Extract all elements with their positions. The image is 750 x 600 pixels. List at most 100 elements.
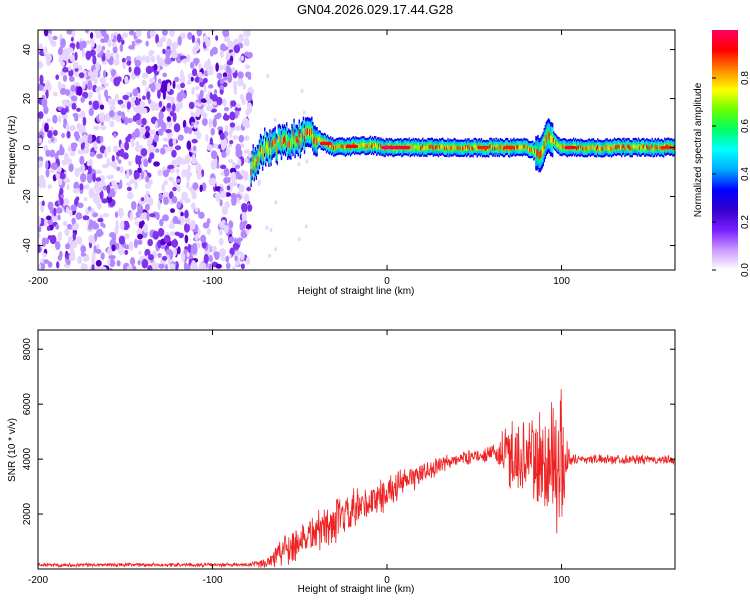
heatmap-ridge-cell <box>264 138 266 146</box>
heatmap-ridge-cell <box>579 146 581 151</box>
heatmap-noise-cell <box>67 223 72 230</box>
heatmap-noise-cell <box>208 263 212 270</box>
heatmap-noise-cell <box>192 145 197 152</box>
heatmap-noise-cell <box>172 103 176 112</box>
heatmap-ridge-cell <box>539 151 541 160</box>
heatmap-noise-cell <box>242 225 246 230</box>
heatmap-ridge-cell <box>491 145 493 149</box>
heatmap-noise-cell <box>38 84 44 91</box>
heatmap-noise-cell <box>52 91 58 97</box>
heatmap-noise-cell <box>269 227 273 232</box>
colorbar-bar <box>712 30 738 270</box>
heatmap-noise-cell <box>72 61 79 69</box>
heatmap-ridge-cell <box>581 145 583 150</box>
heatmap-ridge-cell <box>457 146 460 151</box>
heatmap-ridge-cell <box>272 139 274 147</box>
heatmap-noise-cell <box>116 76 122 83</box>
heatmap-noise-cell <box>181 169 187 178</box>
heatmap-noise-cell <box>216 96 223 106</box>
heatmap-noise-cell <box>168 191 174 200</box>
heatmap-noise-cell <box>45 160 49 170</box>
heatmap-ridge-cell <box>495 144 497 148</box>
heatmap-ridge-cell <box>546 133 549 141</box>
heatmap-noise-cell <box>189 61 195 69</box>
heatmap-noise-cell <box>116 224 120 229</box>
heatmap-noise-cell <box>108 254 116 260</box>
heatmap-ridge-cell <box>556 142 558 146</box>
heatmap-noise-cell <box>82 215 90 221</box>
heatmap-noise-cell <box>73 181 80 190</box>
heatmap-ridge-cell <box>320 139 322 144</box>
heatmap-noise-cell <box>246 38 250 47</box>
heatmap-noise-cell <box>198 211 205 219</box>
heatmap-noise-cell <box>244 64 251 70</box>
heatmap-noise-cell <box>192 182 199 191</box>
heatmap-noise-cell <box>171 239 179 248</box>
heatmap-ridge-cell <box>602 146 604 151</box>
heatmap-ridge-cell <box>576 146 578 151</box>
heatmap-noise-cell <box>127 160 132 166</box>
heatmap-ridge-cell <box>488 146 490 151</box>
heatmap-noise-cell <box>172 137 177 146</box>
heatmap-noise-cell <box>191 68 198 77</box>
heatmap-noise-cell <box>234 112 239 119</box>
heatmap-noise-cell <box>45 215 52 221</box>
heatmap-ridge-cell <box>313 137 315 144</box>
heatmap-noise-cell <box>110 32 114 40</box>
heatmap-noise-cell <box>145 65 153 75</box>
heatmap-noise-cell <box>225 262 231 270</box>
heatmap-noise-cell <box>135 211 141 218</box>
heatmap-noise-cell <box>57 214 61 221</box>
heatmap-ridge-cell <box>439 145 442 150</box>
heatmap-noise-cell <box>38 230 41 240</box>
heatmap-ridge-cell <box>650 146 652 151</box>
heatmap-noise-cell <box>109 174 114 180</box>
heatmap-noise-cell <box>157 227 164 237</box>
heatmap-noise-cell <box>65 259 71 266</box>
heatmap-noise-cell <box>74 167 80 178</box>
heatmap-noise-cell <box>137 260 141 266</box>
colorbar-label: Normalized spectral amplitude <box>693 82 704 217</box>
heatmap-ridge-cell <box>545 134 548 143</box>
heatmap-noise-cell <box>182 92 186 99</box>
heatmap-noise-cell <box>155 211 160 221</box>
heatmap-noise-cell <box>177 134 184 141</box>
heatmap-ridge-cell <box>323 139 326 144</box>
heatmap-ridge-cell <box>592 144 595 149</box>
heatmap-noise-cell <box>119 211 124 219</box>
heatmap-noise-cell <box>170 50 178 59</box>
heatmap-noise-cell <box>141 72 149 79</box>
heatmap-noise-cell <box>122 62 127 70</box>
heatmap-noise-cell <box>221 206 227 211</box>
heatmap-ridge-cell <box>476 147 478 151</box>
heatmap-noise-cell <box>124 249 129 255</box>
heatmap-ridge-cell <box>548 132 551 141</box>
heatmap-noise-cell <box>159 218 164 227</box>
heatmap-noise-cell <box>186 140 192 150</box>
heatmap-noise-cell <box>100 222 105 227</box>
heatmap-noise-cell <box>211 93 218 102</box>
heatmap-ridge-cell <box>309 129 311 136</box>
heatmap-ridge-cell <box>586 147 588 151</box>
heatmap-ridge-cell <box>653 146 655 151</box>
heatmap-noise-cell <box>257 182 261 187</box>
heatmap-ridge-cell <box>288 139 290 147</box>
heatmap-ridge-cell <box>460 146 463 150</box>
heatmap-noise-cell <box>101 163 109 169</box>
heatmap-noise-cell <box>38 244 41 253</box>
heatmap-ridge-cell <box>528 147 531 152</box>
heatmap-ridge-cell <box>340 144 342 149</box>
heatmap-noise-cell <box>69 54 75 63</box>
heatmap-noise-cell <box>246 102 252 111</box>
heatmap-noise-cell <box>220 171 225 176</box>
heatmap-noise-cell <box>57 231 63 242</box>
heatmap-ridge-cell <box>654 144 657 149</box>
heatmap-noise-cell <box>113 182 118 192</box>
heatmap-peak-cell <box>564 145 577 150</box>
heatmap-noise-cell <box>174 231 181 236</box>
heatmap-noise-cell <box>243 193 250 203</box>
heatmap-ridge-cell <box>426 146 428 151</box>
heatmap-ridge-cell <box>420 146 422 151</box>
heatmap-ridge-cell <box>378 143 380 148</box>
heatmap-noise-cell <box>169 263 176 270</box>
